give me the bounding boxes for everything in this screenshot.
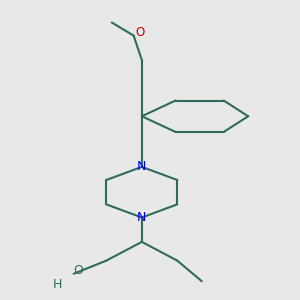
Text: O: O xyxy=(73,264,83,277)
Text: N: N xyxy=(137,160,146,173)
Text: N: N xyxy=(137,211,146,224)
Text: H: H xyxy=(52,278,62,291)
Text: O: O xyxy=(136,26,145,39)
